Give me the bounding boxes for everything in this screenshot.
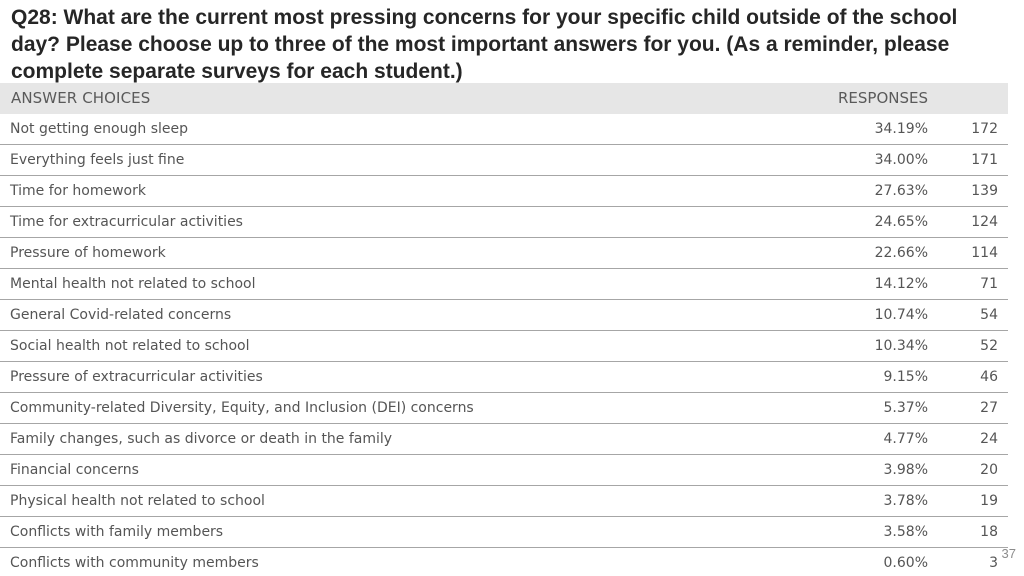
response-percent: 3.78% [883, 493, 928, 509]
response-percent: 5.37% [883, 400, 928, 416]
table-row: Pressure of extracurricular activities 9.… [0, 362, 1008, 393]
table-row: Pressure of homework 22.66% 114 [0, 238, 1008, 269]
page-number: 37 [1001, 546, 1016, 561]
question-title: Q28: What are the current most pressing … [11, 6, 958, 83]
table-header: ANSWER CHOICES RESPONSES [0, 83, 1008, 114]
table-row: Conflicts with community members 0.60% 3 [0, 548, 1008, 576]
response-count: 71 [980, 276, 998, 292]
table-body: Not getting enough sleep 34.19% 172 Everyth… [0, 114, 1008, 576]
response-percent: 10.74% [874, 307, 928, 323]
table-row: Time for homework 27.63% 139 [0, 176, 1008, 207]
response-percent: 4.77% [883, 431, 928, 447]
answer-choice-label: Conflicts with community members [10, 555, 259, 571]
answer-choice-label: Mental health not related to school [10, 276, 256, 292]
table-row: Family changes, such as divorce or death… [0, 424, 1008, 455]
answer-choice-label: Conflicts with family members [10, 524, 224, 540]
table-row: Community-related Diversity, Equity, and… [0, 393, 1008, 424]
response-percent: 22.66% [874, 245, 928, 261]
table-row: Not getting enough sleep 34.19% 172 [0, 114, 1008, 145]
answer-choice-label: Everything feels just fine [10, 152, 185, 168]
response-percent: 10.34% [874, 338, 928, 354]
answer-choice-label: Pressure of extracurricular activities [10, 369, 263, 385]
table-row: Social health not related to school 10.34… [0, 331, 1008, 362]
response-count: 114 [971, 245, 998, 261]
response-count: 18 [980, 524, 998, 540]
table-row: General Covid-related concerns 10.74% 54 [0, 300, 1008, 331]
answer-choice-label: Family changes, such as divorce or death… [10, 431, 393, 447]
response-count: 20 [980, 462, 998, 478]
response-count: 52 [980, 338, 998, 354]
table-row: Financial concerns 3.98% 20 [0, 455, 1008, 486]
table-row: Everything feels just fine 34.00% 171 [0, 145, 1008, 176]
response-count: 54 [980, 307, 998, 323]
response-count: 171 [971, 152, 998, 168]
table-row: Conflicts with family members 3.58% 18 [0, 517, 1008, 548]
table-row: Physical health not related to school 3.7… [0, 486, 1008, 517]
response-count: 24 [980, 431, 998, 447]
answer-choice-label: Financial concerns [10, 462, 139, 478]
responses-header: RESPONSES [837, 89, 928, 107]
answer-choice-label: Time for homework [10, 183, 146, 199]
response-percent: 27.63% [874, 183, 928, 199]
response-percent: 34.19% [874, 121, 928, 137]
response-count: 172 [971, 121, 998, 137]
answer-choice-label: Physical health not related to school [10, 493, 265, 509]
answer-choices-header: ANSWER CHOICES [11, 89, 151, 107]
response-percent: 24.65% [874, 214, 928, 230]
response-count: 3 [989, 555, 998, 571]
response-count: 46 [980, 369, 998, 385]
response-percent: 0.60% [883, 555, 928, 571]
answer-choice-label: Not getting enough sleep [10, 121, 188, 137]
response-count: 19 [980, 493, 998, 509]
response-percent: 14.12% [874, 276, 928, 292]
response-percent: 9.15% [883, 369, 928, 385]
response-percent: 34.00% [874, 152, 928, 168]
answer-choice-label: Social health not related to school [10, 338, 250, 354]
response-count: 27 [980, 400, 998, 416]
answer-choice-label: Community-related Diversity, Equity, and… [10, 400, 474, 416]
response-count: 124 [971, 214, 998, 230]
response-count: 139 [971, 183, 998, 199]
answer-choice-label: Time for extracurricular activities [10, 214, 243, 230]
answer-choice-label: General Covid-related concerns [10, 307, 232, 323]
response-percent: 3.98% [883, 462, 928, 478]
responses-table: ANSWER CHOICES RESPONSES Not getting eno… [0, 83, 1008, 576]
response-percent: 3.58% [883, 524, 928, 540]
table-row: Mental health not related to school 14.12… [0, 269, 1008, 300]
answer-choice-label: Pressure of homework [10, 245, 166, 261]
table-row: Time for extracurricular activities 24.65… [0, 207, 1008, 238]
